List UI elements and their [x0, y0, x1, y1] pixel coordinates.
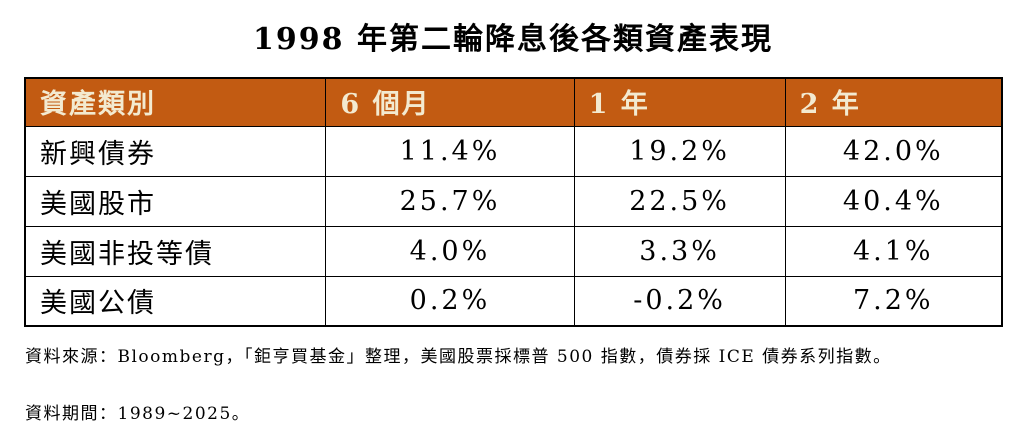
table-row-us-stocks: 美國股市 25.7% 22.5% 40.4% [24, 175, 1003, 227]
column-header-2-years: 2 年 [784, 77, 1003, 127]
header-row: 資產類別 6 個月 1 年 2 年 [24, 77, 1003, 127]
table-row-emerging-bonds: 新興債券 11.4% 19.2% 42.0% [24, 125, 1003, 177]
column-header-6-months: 6 個月 [325, 77, 575, 127]
table-row-us-treasuries: 美國公債 0.2% -0.2% 7.2% [24, 275, 1003, 327]
source-footnote: 資料來源：Bloomberg，「鉅亨買基金」整理，美國股票採標普 500 指數，… [25, 347, 892, 367]
cell-value: 42.0% [784, 125, 1003, 177]
cell-value: -0.2% [573, 275, 786, 327]
cell-value: 11.4% [325, 125, 575, 177]
data-table: 資產類別 6 個月 1 年 2 年 新興債券 11.4% 19.2% 42.0%… [24, 77, 1003, 327]
cell-value: 3.3% [573, 225, 786, 277]
cell-value: 40.4% [784, 175, 1003, 227]
cell-value: 19.2% [573, 125, 786, 177]
cell-value: 7.2% [784, 275, 1003, 327]
row-label: 美國非投等債 [24, 225, 327, 277]
period-footnote: 資料期間：1989~2025。 [25, 404, 251, 424]
cell-value: 25.7% [325, 175, 575, 227]
row-label: 美國股市 [24, 175, 327, 227]
cell-value: 4.0% [325, 225, 575, 277]
table-row-us-high-yield: 美國非投等債 4.0% 3.3% 4.1% [24, 225, 1003, 277]
row-label: 美國公債 [24, 275, 327, 327]
column-header-1-year: 1 年 [573, 77, 786, 127]
row-label: 新興債券 [24, 125, 327, 177]
page-title: 1998 年第二輪降息後各類資產表現 [253, 22, 773, 57]
cell-value: 4.1% [784, 225, 1003, 277]
cell-value: 22.5% [573, 175, 786, 227]
asset-performance-table: 資產類別 6 個月 1 年 2 年 新興債券 11.4% 19.2% 42.0%… [24, 77, 1003, 327]
column-header-asset-class: 資產類別 [24, 77, 327, 127]
cell-value: 0.2% [325, 275, 575, 327]
